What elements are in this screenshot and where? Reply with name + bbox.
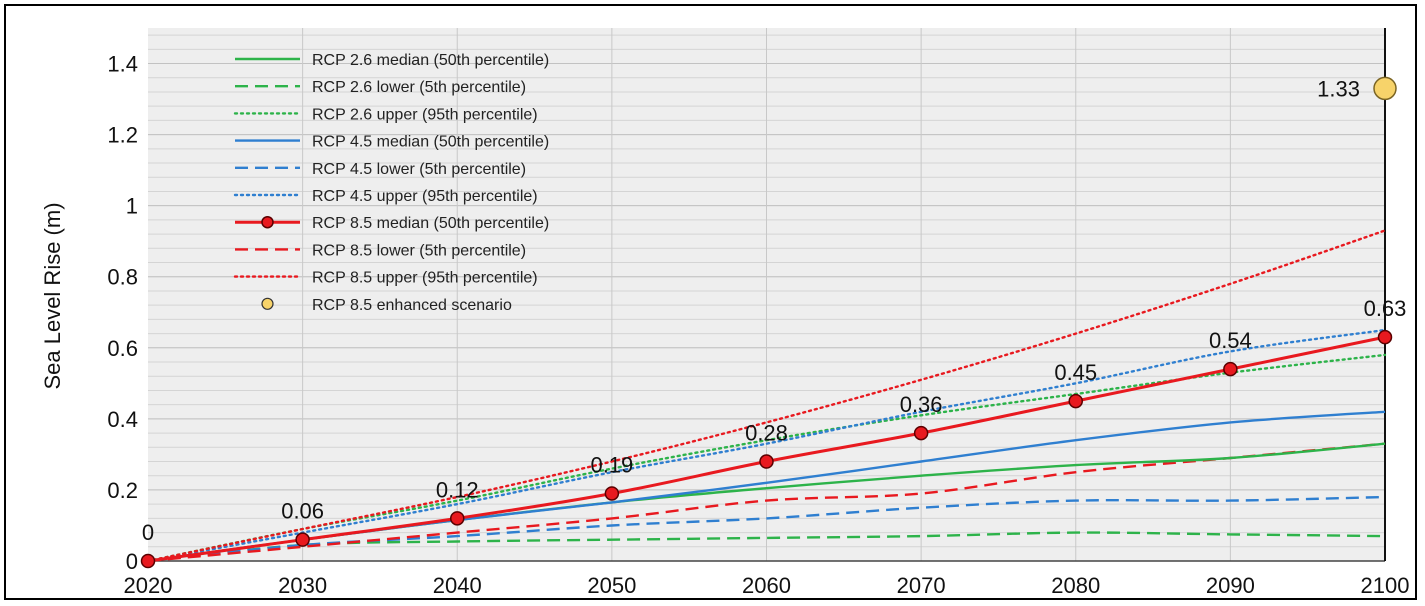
legend-entry-label: RCP 8.5 lower (5th percentile): [312, 242, 526, 259]
x-tick-label: 2040: [433, 573, 482, 598]
y-tick-label: 1.4: [107, 52, 138, 77]
rcp85-median-marker: [1223, 361, 1238, 377]
legend-entry-label: RCP 4.5 upper (95th percentile): [312, 188, 538, 205]
rcp85-median-data-label: 0.06: [281, 499, 324, 524]
legend-entry-label: RCP 4.5 lower (5th percentile): [312, 161, 526, 178]
rcp85-median-data-label: 0: [142, 520, 154, 545]
y-tick-label: 0.8: [107, 265, 138, 290]
legend-entry-label: RCP 2.6 median (50th percentile): [312, 52, 549, 69]
rcp85-median-data-label: 0.54: [1209, 328, 1252, 353]
y-tick-label: 0.2: [107, 478, 138, 503]
legend-entry-label: RCP 8.5 upper (95th percentile): [312, 270, 538, 287]
x-tick-label: 2100: [1361, 573, 1410, 598]
series-rcp-8-5-lower-5th-percentile: [148, 442, 1386, 563]
rcp85-median-marker: [450, 511, 465, 526]
legend-entry-label: RCP 2.6 lower (5th percentile): [312, 79, 526, 96]
y-tick-label: 0.6: [107, 336, 138, 361]
x-tick-label: 2020: [124, 573, 173, 598]
x-tick-label: 2070: [897, 573, 946, 598]
series-rcp-8-5-upper-95th-percentile: [148, 229, 1387, 563]
y-tick-label: 1.2: [107, 123, 138, 148]
x-tick-label: 2050: [587, 573, 636, 598]
x-tick-label: 2080: [1051, 573, 1100, 598]
rcp85-median-data-label: 0.19: [590, 452, 633, 477]
legend-entry-label: RCP 4.5 median (50th percentile): [312, 134, 549, 151]
legend-entry-label: RCP 8.5 median (50th percentile): [312, 215, 549, 232]
series-rcp-4-5-upper-95th-percentile: [148, 328, 1387, 563]
x-tick-label: 2090: [1206, 573, 1255, 598]
legend-entry-label: RCP 8.5 enhanced scenario: [312, 297, 512, 314]
rcp85-median-marker: [913, 425, 929, 441]
y-tick-label: 0: [126, 549, 138, 574]
markers-layer: 0 0.06 0.12 0.19 0.28 0.36 0.45 0.54 0.63 1.33: [140, 76, 1407, 569]
rcp85-median-marker: [1377, 329, 1393, 345]
rcp85-median-data-label: 0.12: [436, 477, 479, 502]
rcp85-median-marker: [140, 553, 156, 569]
rcp85-median-data-label: 0.36: [900, 392, 943, 417]
rcp85-median-marker: [295, 532, 310, 547]
rcp85-median-marker: [604, 486, 620, 501]
y-tick-label: 0.4: [107, 407, 138, 432]
legend: RCP 2.6 median (50th percentile) RCP 2.6 …: [233, 52, 549, 314]
rcp85-enhanced-point: [1373, 76, 1397, 101]
x-tick-label: 2030: [278, 573, 327, 598]
rcp85-median-marker: [759, 454, 774, 469]
rcp85-median-marker: [1068, 393, 1083, 409]
y-axis-label: Sea Level Rise (m): [40, 202, 65, 389]
x-tick-label: 2060: [742, 573, 791, 598]
axes: 2020 2030 2040 2050 2060 2070 2080 2090 210000.2…: [107, 28, 1409, 598]
rcp85-median-data-label: 0.45: [1054, 360, 1097, 385]
rcp85-median-data-label: 0.63: [1364, 296, 1407, 321]
rcp85-median-data-label: 0.28: [745, 421, 788, 446]
rcp85-enhanced-data-label: 1.33: [1317, 76, 1360, 101]
legend-symbol: [261, 297, 274, 310]
legend-marker: [261, 215, 274, 229]
y-tick-label: 1: [126, 194, 138, 219]
chart-frame: [4, 4, 1417, 600]
legend-entry-label: RCP 2.6 upper (95th percentile): [312, 106, 538, 123]
